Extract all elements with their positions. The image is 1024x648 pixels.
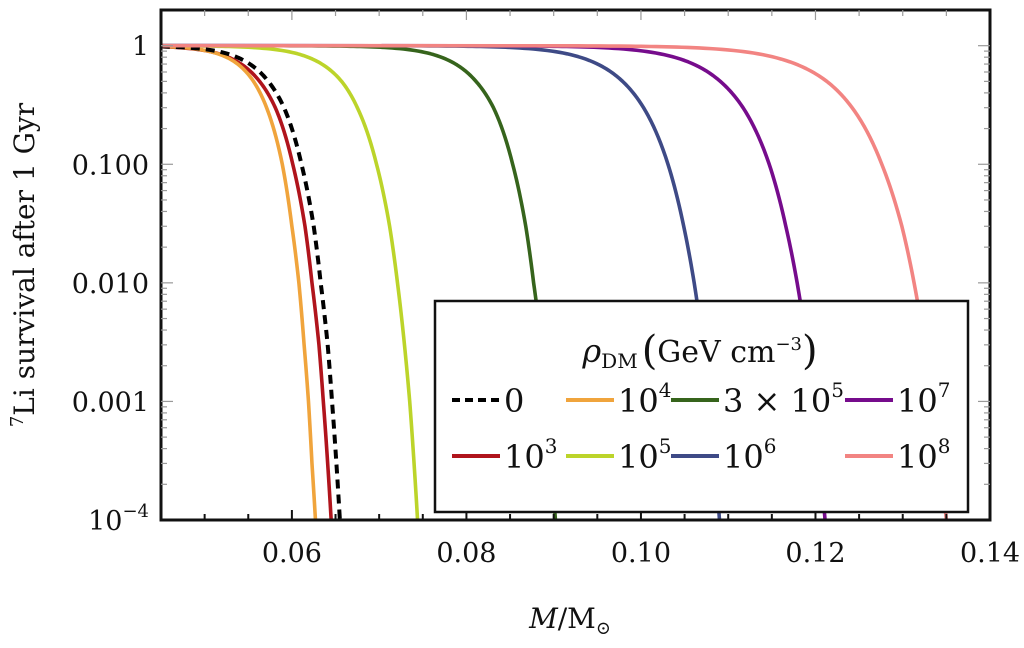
legend-label: 106 xyxy=(723,434,776,476)
legend-title-units-sup: −3 xyxy=(775,334,802,355)
x-tick-label: 0.10 xyxy=(611,538,671,569)
y-tick-label-sup: −4 xyxy=(122,501,149,522)
x-tick-label: 0.08 xyxy=(436,538,496,569)
legend-entry: 3 × 105 xyxy=(671,378,844,420)
legend-label-base: 10 xyxy=(504,438,545,476)
legend-entry: 106 xyxy=(671,434,776,476)
legend-entry: 104 xyxy=(566,378,671,420)
y-tick-label: 1 xyxy=(132,32,149,63)
x-axis-title-sub: ⊙ xyxy=(596,618,611,639)
legend-label: 105 xyxy=(618,434,671,476)
legend-label-sup: 8 xyxy=(938,434,951,458)
x-tick-label: 0.14 xyxy=(960,538,1020,569)
y-tick-label: 10−4 xyxy=(88,501,149,537)
legend-label-sup: 7 xyxy=(938,378,951,402)
legend-label: 107 xyxy=(897,378,950,420)
legend-label-sup: 3 xyxy=(545,434,558,458)
legend-label-sup: 5 xyxy=(831,378,844,402)
legend-label: 104 xyxy=(618,378,671,420)
legend-title-paren-open: ( xyxy=(642,328,658,374)
y-tick-label: 0.100 xyxy=(72,150,149,181)
legend-label-base: 10 xyxy=(618,438,659,476)
legend-label: 103 xyxy=(504,434,557,476)
legend-label: 0 xyxy=(504,382,524,420)
x-axis-title-roman: M xyxy=(567,602,596,635)
series-layer xyxy=(161,43,949,520)
legend-entry: 103 xyxy=(452,434,557,476)
legend-label-base: 10 xyxy=(723,438,764,476)
y-tick-label: 0.010 xyxy=(72,269,149,300)
legend-entry: 107 xyxy=(845,378,950,420)
legend-label-base: 3 × 10 xyxy=(723,382,831,420)
x-axis-title-italic: M xyxy=(528,602,559,635)
legend-label: 3 × 105 xyxy=(723,378,844,420)
legend-entry: 0 xyxy=(452,382,524,420)
legend-title-sub: DM xyxy=(601,349,638,373)
legend-label-sup: 4 xyxy=(659,378,672,402)
series-line-10e5 xyxy=(161,43,420,520)
legend-box xyxy=(433,299,970,514)
series-line-0 xyxy=(161,43,342,520)
legend-title-symbol: ρ xyxy=(581,332,601,370)
y-tick-label: 0.001 xyxy=(72,387,149,418)
x-axis-title-slash: / xyxy=(558,602,568,635)
series-line-10e4 xyxy=(161,44,318,520)
x-tick-label: 0.12 xyxy=(785,538,845,569)
legend-label: 108 xyxy=(897,434,950,476)
y-axis-title-sup: 7 xyxy=(7,416,28,427)
x-axis-title: M/M⊙ xyxy=(528,602,611,639)
legend-label-base: 10 xyxy=(897,438,938,476)
y-axis-title: 7Li survival after 1 Gyr xyxy=(7,102,41,427)
plot-frame xyxy=(159,8,992,522)
legend-label-sup: 5 xyxy=(659,434,672,458)
legend-label-base: 0 xyxy=(504,382,524,420)
legend-label-sup: 6 xyxy=(764,434,777,458)
legend-label-base: 10 xyxy=(618,382,659,420)
legend-title-paren-close: ) xyxy=(802,328,818,374)
x-tick-label: 0.06 xyxy=(262,538,322,569)
legend-entry: 108 xyxy=(845,434,950,476)
legend-title-units: GeV cm xyxy=(657,335,775,370)
y-tick-label-base: 10 xyxy=(88,506,122,537)
legend-label-base: 10 xyxy=(897,382,938,420)
legend-title: ρDM (GeV cm−3) xyxy=(581,328,817,374)
legend-entry: 105 xyxy=(566,434,671,476)
y-axis-title-main: Li survival after 1 Gyr xyxy=(8,102,41,415)
